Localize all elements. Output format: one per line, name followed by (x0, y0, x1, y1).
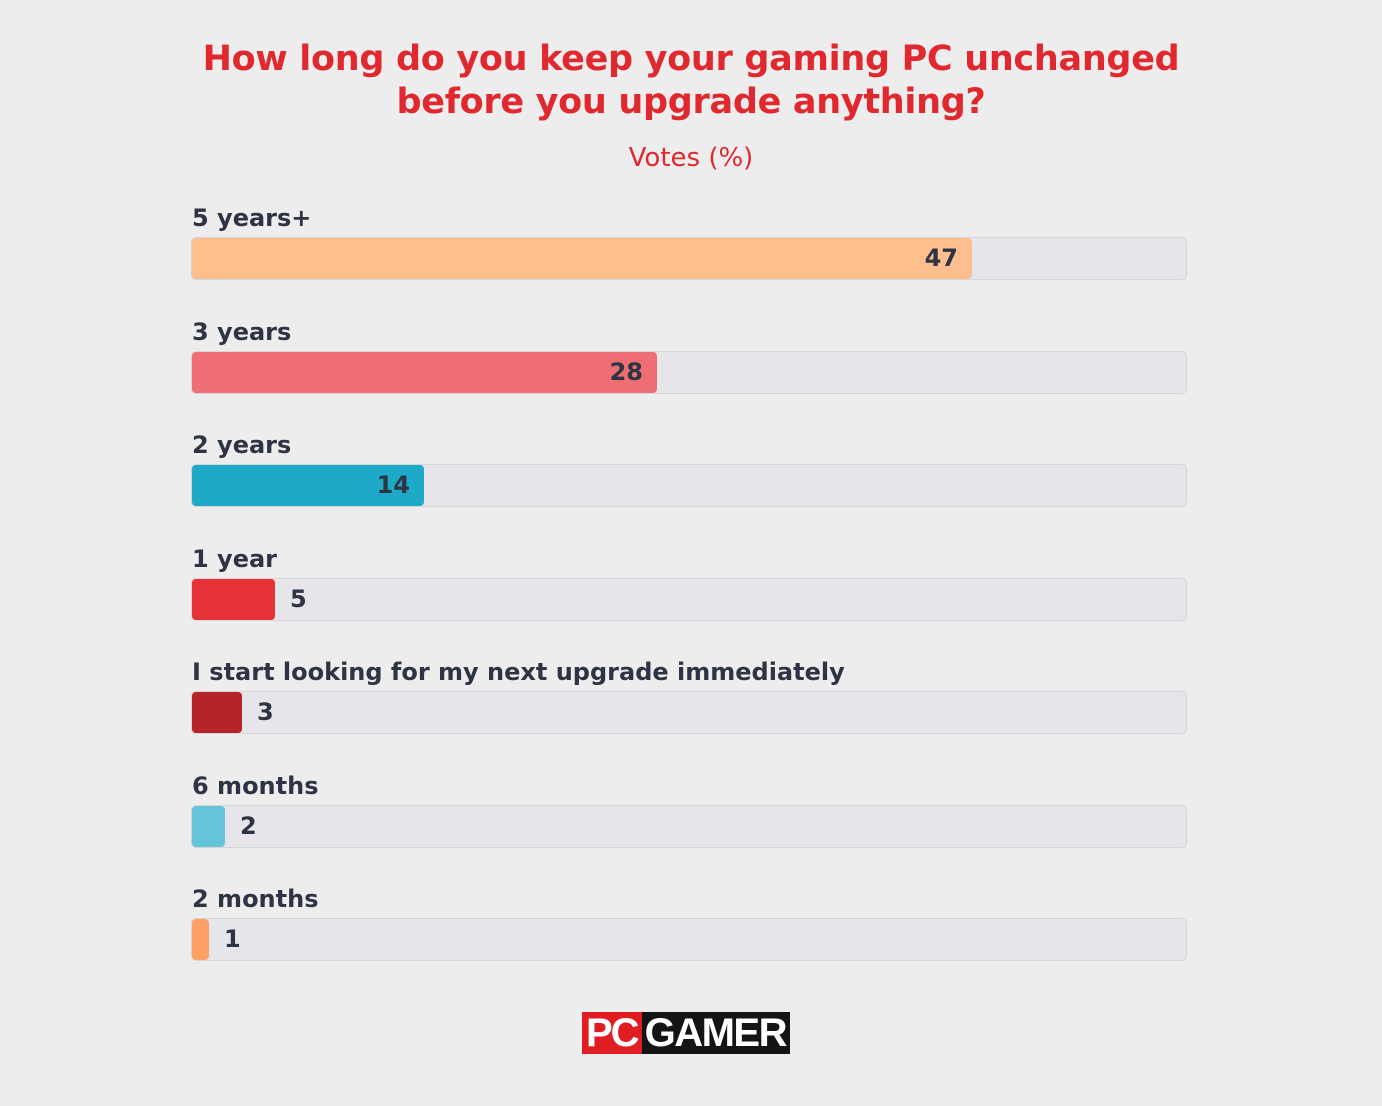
bar-label: 2 months (192, 885, 319, 913)
chart-title-line-2: before you upgrade anything? (396, 82, 986, 122)
bar-label: 3 years (192, 318, 292, 346)
bar-label: 6 months (192, 772, 319, 800)
bar-value-label: 47 (924, 244, 958, 272)
bar (192, 919, 209, 960)
logo-gamer-text: GAMER (641, 1012, 790, 1054)
bar-value-label: 3 (257, 698, 274, 726)
bar-value-label: 5 (290, 585, 307, 613)
bar-value-label: 28 (609, 358, 643, 386)
bar-value-label: 14 (376, 471, 410, 499)
bar-label: 5 years+ (192, 204, 312, 232)
bar (192, 579, 275, 620)
bar-track (191, 691, 1187, 734)
bar (192, 692, 242, 733)
bar-value-label: 1 (224, 925, 241, 953)
chart-title: How long do you keep your gaming PC unch… (0, 38, 1382, 124)
bar (192, 352, 657, 393)
bar (192, 238, 972, 279)
bar-value-label: 2 (240, 812, 257, 840)
bar-track (191, 918, 1187, 961)
bar (192, 806, 225, 847)
bar-label: 2 years (192, 431, 292, 459)
bar-track (191, 805, 1187, 848)
bar-label: I start looking for my next upgrade imme… (192, 658, 845, 686)
bar (192, 465, 424, 506)
pc-gamer-logo: PC GAMER (582, 1012, 790, 1054)
chart-subtitle: Votes (%) (628, 143, 754, 173)
chart-title-line-1: How long do you keep your gaming PC unch… (202, 39, 1180, 79)
bar-track (191, 578, 1187, 621)
logo-pc-text: PC (582, 1012, 642, 1054)
bar-label: 1 year (192, 545, 278, 573)
